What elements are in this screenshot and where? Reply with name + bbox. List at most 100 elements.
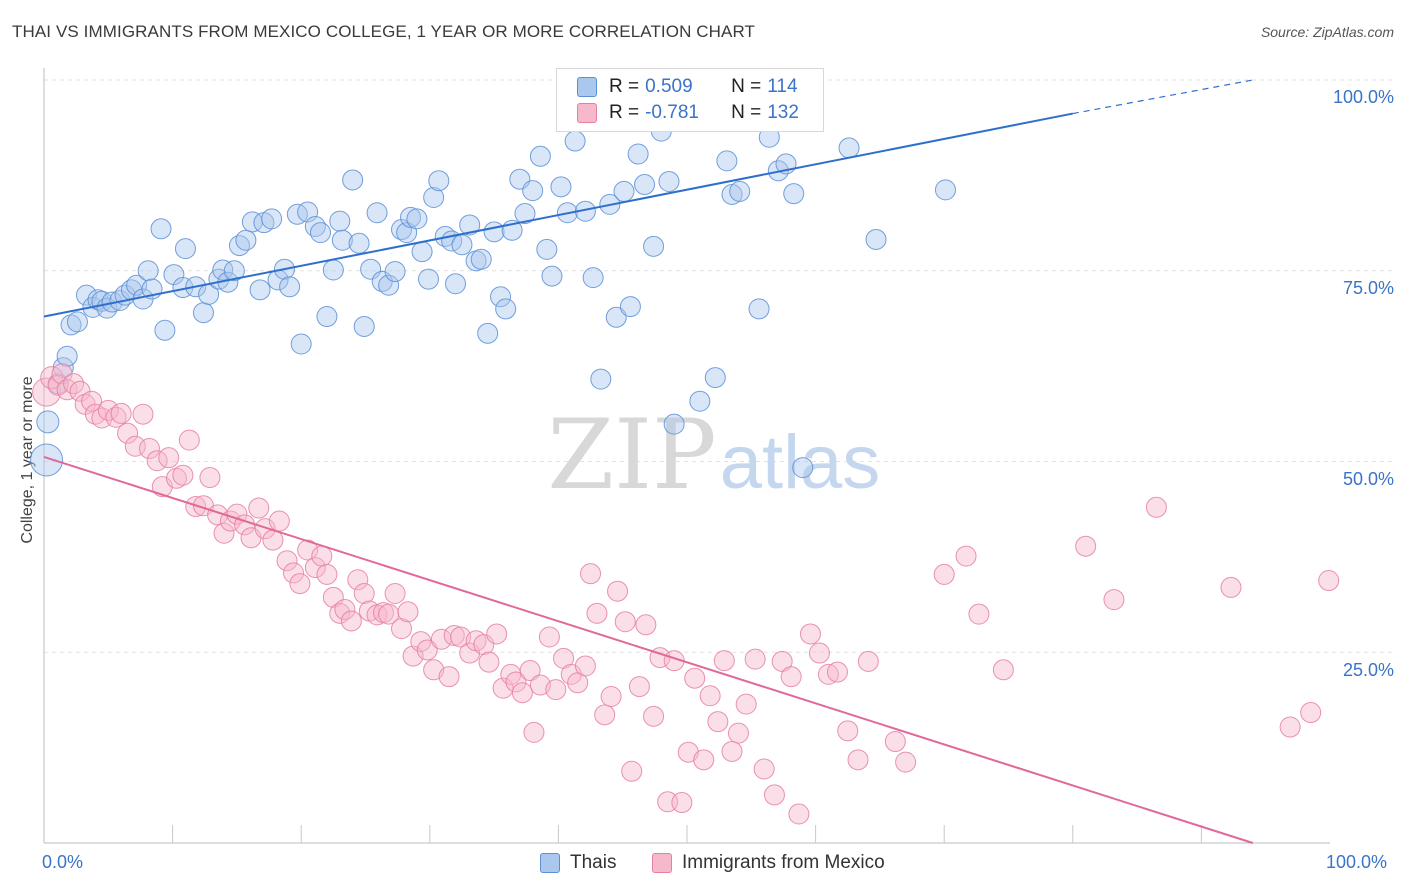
- data-point-mexico: [992, 659, 1014, 681]
- data-point-mexico: [826, 661, 848, 683]
- data-point-mexico: [138, 438, 160, 460]
- trend-line-thais: [43, 112, 1073, 318]
- legend-r-value: -0.781: [645, 102, 699, 123]
- data-point-mexico: [486, 623, 508, 645]
- data-point-thais: [154, 319, 176, 341]
- data-point-thais: [748, 298, 770, 320]
- data-point-thais: [470, 248, 492, 270]
- trend-line-mexico: [43, 455, 1254, 844]
- data-point-thais: [366, 202, 388, 224]
- data-point-thais: [729, 180, 751, 202]
- data-point-mexico: [1145, 496, 1167, 518]
- data-point-thais: [290, 333, 312, 355]
- data-point-thais: [36, 410, 60, 434]
- data-point-mexico: [780, 666, 802, 688]
- data-point-thais: [627, 143, 649, 165]
- data-point-mexico: [523, 721, 545, 743]
- data-point-mexico: [316, 563, 338, 585]
- data-point-mexico: [1103, 589, 1125, 611]
- data-point-thais: [411, 241, 433, 263]
- data-point-thais: [348, 232, 370, 254]
- data-point-mexico: [744, 648, 766, 670]
- data-point-thais: [66, 311, 88, 333]
- data-point-mexico: [635, 614, 657, 636]
- data-point-thais: [150, 218, 172, 240]
- data-point-thais: [838, 137, 860, 159]
- data-point-mexico: [545, 679, 567, 701]
- data-point-thais: [550, 176, 572, 198]
- data-point-mexico: [933, 563, 955, 585]
- data-point-mexico: [391, 618, 413, 640]
- data-point-thais: [331, 229, 353, 251]
- watermark-atlas: atlas: [720, 420, 881, 505]
- data-point-mexico: [289, 573, 311, 595]
- data-point-thais: [60, 314, 82, 336]
- data-point-thais: [477, 322, 499, 344]
- data-point-thais: [423, 187, 445, 209]
- data-point-thais: [451, 234, 473, 256]
- data-point-thais: [192, 302, 214, 324]
- data-point-mexico: [423, 659, 445, 681]
- legend-r-label: R =: [609, 102, 640, 123]
- data-point-mexico: [693, 749, 715, 771]
- data-point-thais: [634, 174, 656, 196]
- y-tick-label: 100.0%: [1332, 87, 1394, 107]
- data-point-mexico: [621, 760, 643, 782]
- data-point-thais: [212, 259, 234, 281]
- data-point-mexico: [600, 686, 622, 708]
- data-point-thais: [704, 367, 726, 389]
- data-point-mexico: [254, 518, 276, 540]
- data-point-mexico: [511, 682, 533, 704]
- data-point-thais: [483, 221, 505, 243]
- data-point-mexico: [884, 731, 906, 753]
- data-point-mexico: [837, 720, 859, 742]
- data-point-thais: [322, 259, 344, 281]
- data-point-mexico: [817, 663, 839, 685]
- data-point-mexico: [580, 563, 602, 585]
- legend-swatch-thais: [577, 77, 597, 97]
- data-point-mexico: [505, 671, 527, 693]
- data-point-thais: [582, 267, 604, 289]
- data-point-mexico: [847, 749, 869, 771]
- data-point-mexico: [1075, 535, 1097, 557]
- data-point-mexico: [397, 601, 419, 623]
- data-point-mexico: [799, 623, 821, 645]
- data-point-thais: [52, 357, 74, 379]
- data-point-thais: [279, 276, 301, 298]
- data-point-thais: [137, 260, 159, 282]
- data-point-thais: [174, 238, 196, 260]
- data-point-mexico: [347, 569, 369, 591]
- data-point-thais: [934, 179, 956, 201]
- data-point-thais: [342, 169, 364, 191]
- data-point-thais: [783, 183, 805, 205]
- legend-label-mexico: Immigrants from Mexico: [682, 852, 885, 873]
- data-point-thais: [865, 228, 887, 250]
- legend-n-value: 114: [767, 76, 798, 97]
- legend-item-mexico[interactable]: Immigrants from Mexico: [652, 852, 885, 874]
- data-point-thais: [564, 130, 586, 152]
- data-point-mexico: [416, 639, 438, 661]
- data-point-mexico: [178, 429, 200, 451]
- data-point-mexico: [276, 550, 298, 572]
- data-point-thais: [663, 413, 685, 435]
- data-point-mexico: [185, 496, 207, 518]
- data-point-thais: [329, 210, 351, 232]
- data-point-mexico: [1318, 570, 1340, 592]
- data-point-thais: [619, 296, 641, 318]
- data-point-thais: [522, 180, 544, 202]
- legend-swatch-mexico: [577, 103, 597, 123]
- data-point-mexico: [671, 792, 693, 814]
- chart-title: THAI VS IMMIGRANTS FROM MEXICO COLLEGE, …: [12, 22, 756, 41]
- watermark-zip: ZIP: [547, 399, 716, 511]
- data-point-mexico: [763, 784, 785, 806]
- data-point-mexico: [81, 390, 103, 412]
- data-point-thais: [792, 457, 814, 479]
- legend-item-thais[interactable]: Thais: [540, 852, 616, 874]
- data-point-thais: [428, 170, 450, 192]
- legend-swatch-mexico: [652, 853, 672, 873]
- legend-swatch-thais: [540, 853, 560, 873]
- data-point-thais: [235, 229, 257, 251]
- data-point-thais: [418, 268, 440, 290]
- data-point-thais: [536, 238, 558, 260]
